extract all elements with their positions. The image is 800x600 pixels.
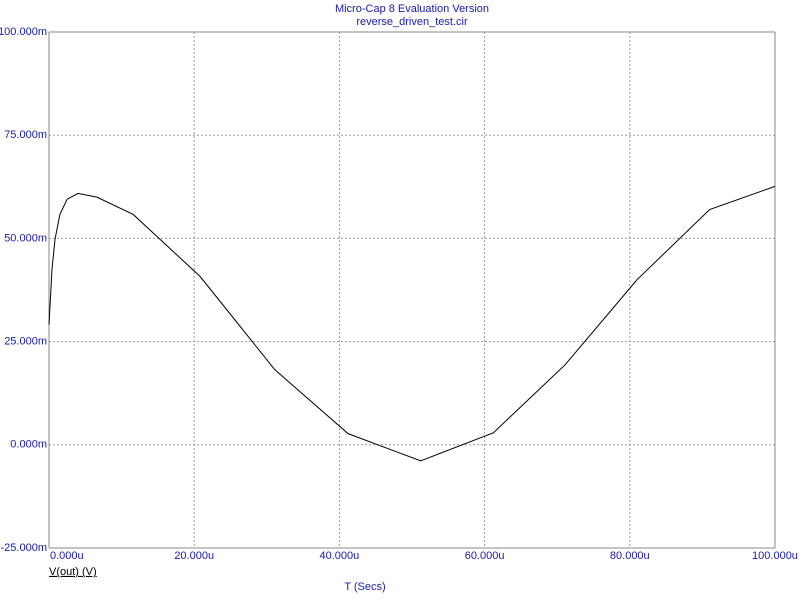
y-tick-label: 50.000m <box>4 232 47 244</box>
x-tick-label: 60.000u <box>465 550 505 562</box>
y-tick-label: -25.000m <box>1 542 47 554</box>
chart-subtitle: reverse_driven_test.cir <box>356 16 468 28</box>
x-tick-label: 40.000u <box>320 550 360 562</box>
legend-label: V(out) (V) <box>49 566 97 578</box>
x-tick-label: 20.000u <box>174 550 214 562</box>
x-tick-label: 80.000u <box>610 550 650 562</box>
x-tick-label: 0.000u <box>50 550 84 562</box>
y-tick-label: 25.000m <box>4 336 47 348</box>
y-tick-label: 100.000m <box>0 26 47 38</box>
x-axis-label: T (Secs) <box>344 581 385 593</box>
y-tick-label: 0.000m <box>10 439 47 451</box>
chart-title: Micro-Cap 8 Evaluation Version <box>335 3 489 15</box>
y-tick-label: 75.000m <box>4 129 47 141</box>
x-tick-label: 100.000u <box>752 550 798 562</box>
series-line <box>48 185 776 462</box>
